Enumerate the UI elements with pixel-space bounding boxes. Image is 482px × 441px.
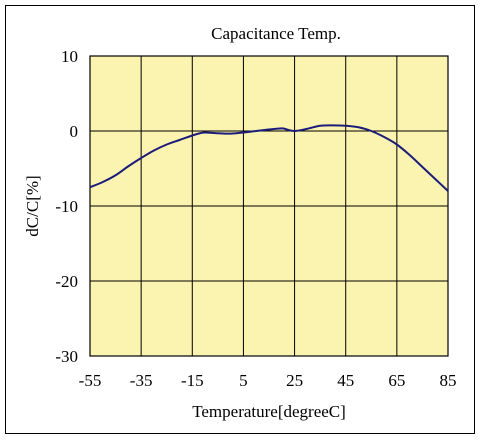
y-tick-label: -30	[55, 347, 78, 366]
x-tick-label: -35	[130, 371, 153, 390]
x-tick-label: 45	[337, 371, 354, 390]
chart-frame: Capacitance Temp. 10 0 -10 -20 -30 -55 -35 -15…	[5, 5, 475, 434]
chart-title: Capacitance Temp.	[211, 24, 341, 43]
x-tick-label: 25	[286, 371, 303, 390]
y-tick-label: -10	[55, 197, 78, 216]
x-tick-label: -55	[79, 371, 102, 390]
x-tick-label: 5	[239, 371, 248, 390]
chart: Capacitance Temp. 10 0 -10 -20 -30 -55 -35 -15…	[23, 24, 457, 421]
y-axis-ticks: 10 0 -10 -20 -30	[55, 47, 78, 366]
x-tick-label: 85	[440, 371, 457, 390]
y-tick-label: 0	[70, 122, 79, 141]
y-axis-label: dC/C[%]	[23, 175, 42, 236]
grid-lines	[90, 56, 448, 356]
x-tick-label: -15	[181, 371, 204, 390]
x-axis-ticks: -55 -35 -15 5 25 45 65 85	[79, 371, 457, 390]
y-tick-label: -20	[55, 272, 78, 291]
x-tick-label: 65	[388, 371, 405, 390]
data-series-line	[89, 124, 449, 192]
x-axis-label: Temperature[degreeC]	[192, 402, 346, 421]
y-tick-label: 10	[61, 47, 78, 66]
